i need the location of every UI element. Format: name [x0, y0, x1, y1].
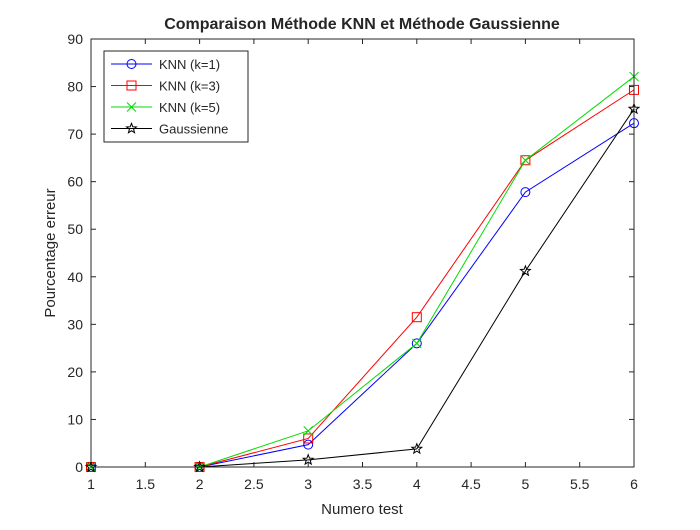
x-tick-label: 2.5 — [244, 476, 264, 492]
legend-label-knn-k-3: KNN (k=3) — [159, 79, 220, 94]
legend-item-knn-k-5: KNN (k=5) — [111, 100, 220, 115]
y-tick-label: 30 — [67, 316, 83, 332]
data-point-gaussienne-5 — [519, 264, 532, 277]
x-tick-label: 4.5 — [461, 476, 481, 492]
y-tick-label: 70 — [67, 126, 83, 142]
y-tick-label: 20 — [67, 364, 83, 380]
data-point-knn-k-3-5 — [520, 155, 531, 166]
x-tick-label: 3.5 — [353, 476, 373, 492]
data-point-knn-k-1-5 — [520, 187, 531, 198]
x-tick-label: 5.5 — [570, 476, 590, 492]
data-point-gaussienne-2 — [193, 460, 206, 473]
legend-item-knn-k-3: KNN (k=3) — [111, 79, 220, 94]
x-tick-label: 6 — [630, 476, 638, 492]
x-tick-label: 2 — [196, 476, 204, 492]
legend-marker-knn-k-3 — [126, 80, 137, 91]
legend-item-gaussienne: Gaussienne — [111, 122, 228, 137]
data-point-gaussienne-4 — [410, 442, 424, 455]
legend-marker-knn-k-1 — [126, 59, 137, 69]
legend-marker-gaussienne — [125, 121, 138, 134]
data-point-knn-k-1-4 — [411, 338, 422, 349]
data-point-knn-k-3-4 — [411, 312, 422, 323]
x-tick-label: 1.5 — [136, 476, 156, 492]
legend-label-knn-k-1: KNN (k=1) — [159, 57, 220, 72]
data-point-knn-k-1-3 — [303, 439, 314, 450]
data-point-knn-k-5-4 — [411, 338, 422, 349]
y-tick-label: 60 — [67, 174, 83, 190]
legend-label-knn-k-5: KNN (k=5) — [159, 100, 220, 115]
legend-marker-knn-k-5 — [126, 102, 137, 112]
y-tick-label: 10 — [67, 411, 83, 427]
data-point-knn-k-5-3 — [303, 426, 314, 436]
x-axis-label: Numero test — [321, 501, 404, 518]
x-tick-label: 5 — [522, 476, 530, 492]
y-axis-label: Pourcentage erreur — [42, 188, 59, 317]
y-tick-label: 0 — [75, 459, 83, 475]
data-point-knn-k-5-5 — [520, 155, 531, 166]
legend-label-gaussienne: Gaussienne — [159, 122, 228, 137]
data-point-knn-k-3-3 — [303, 433, 314, 444]
y-tick-label: 40 — [67, 269, 83, 285]
y-tick-label: 90 — [67, 31, 83, 47]
data-point-gaussienne-1 — [84, 460, 98, 473]
legend-item-knn-k-1: KNN (k=1) — [111, 57, 220, 72]
chart-title: Comparaison Méthode KNN et Méthode Gauss… — [164, 16, 560, 33]
x-tick-label: 4 — [413, 476, 421, 492]
y-tick-label: 50 — [67, 221, 83, 237]
y-tick-label: 80 — [67, 79, 83, 95]
x-tick-label: 1 — [87, 476, 95, 492]
x-tick-label: 3 — [304, 476, 312, 492]
